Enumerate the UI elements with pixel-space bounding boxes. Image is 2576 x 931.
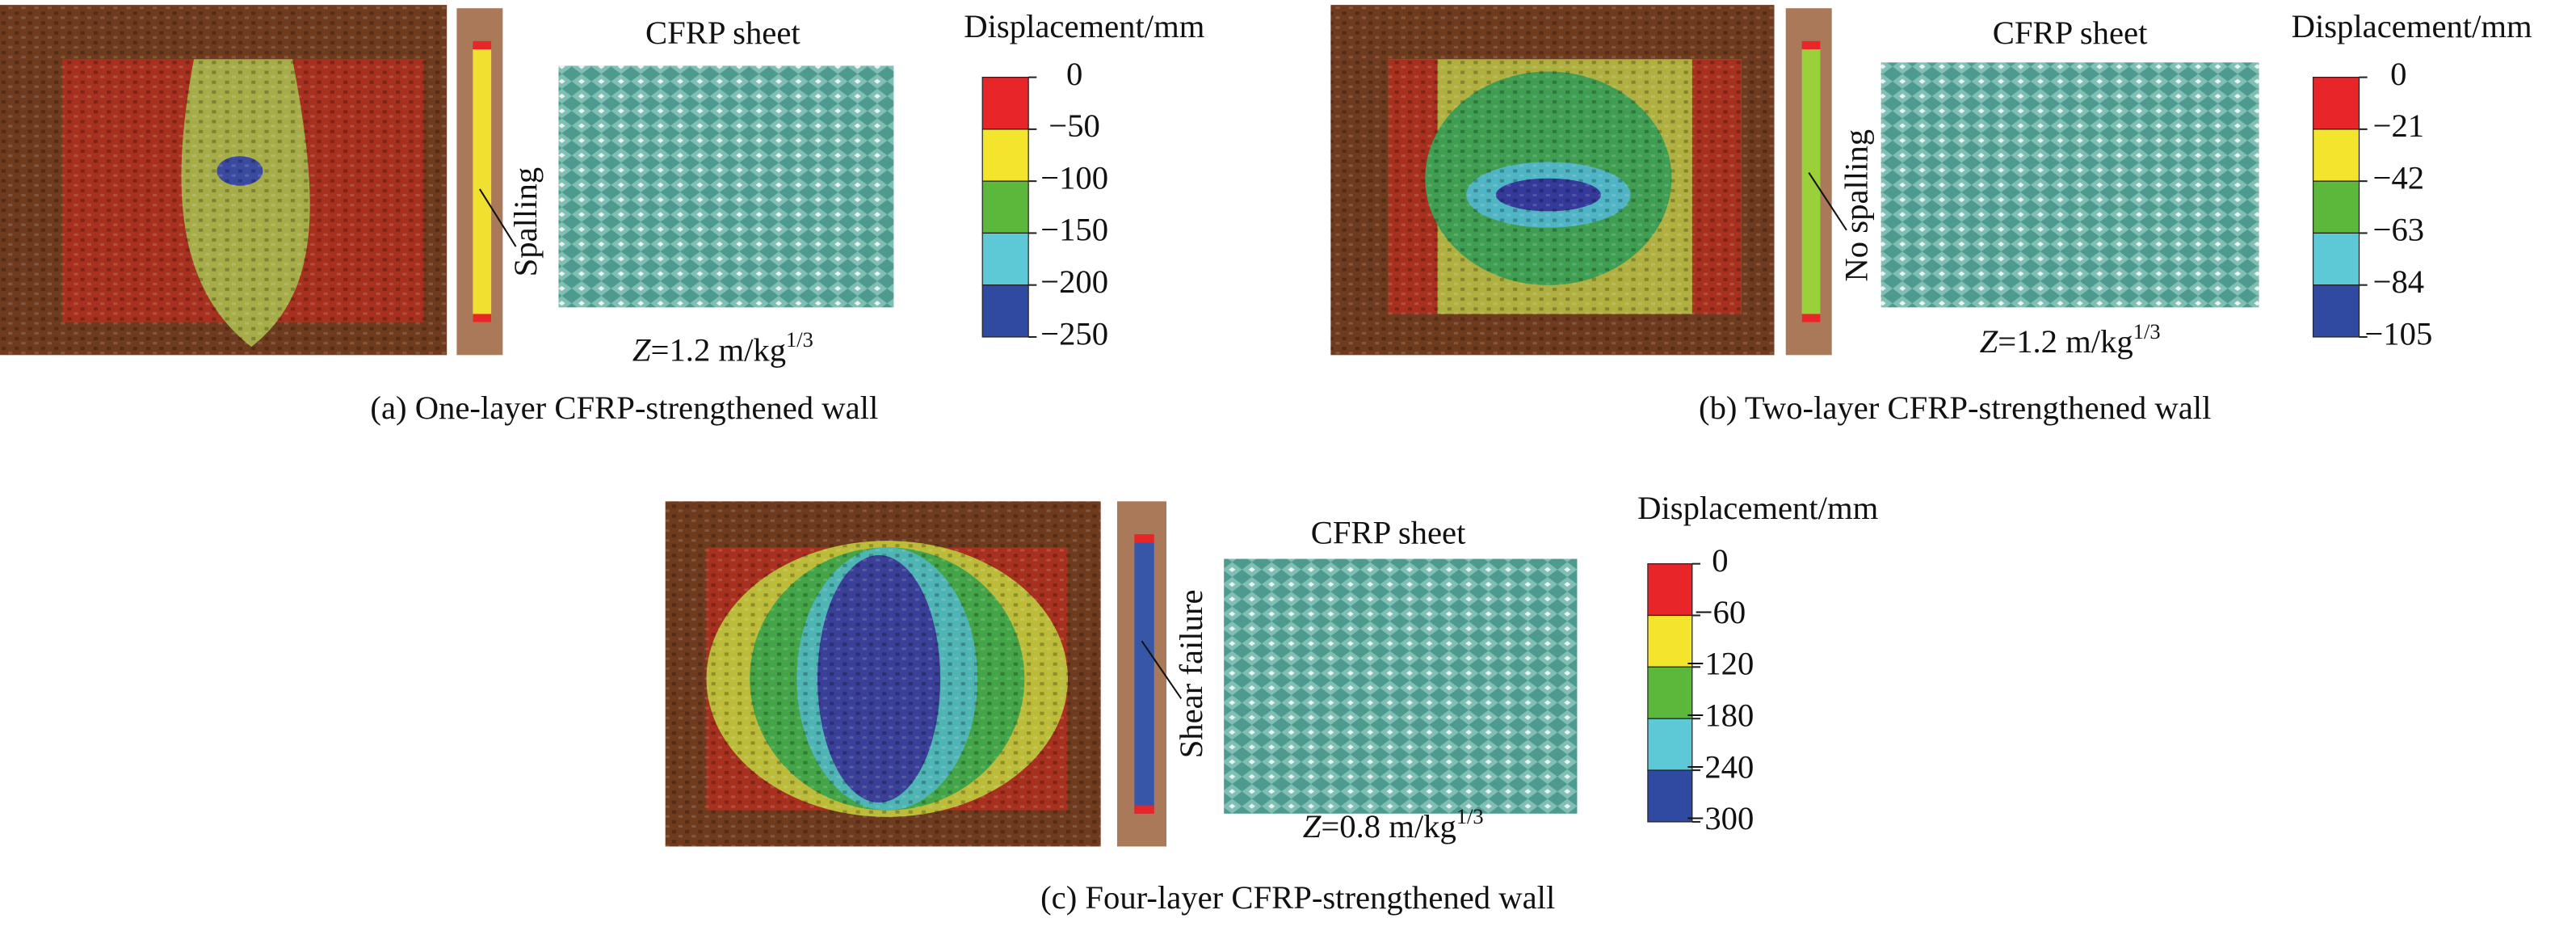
z-label: Z=1.2 m/kg1/3	[1980, 319, 2161, 360]
sheet-title: CFRP sheet	[1311, 514, 1466, 550]
colorbar-label: 0	[1066, 56, 1082, 92]
colorbar-label: −21	[2373, 107, 2425, 144]
legend-title: Displacement/mm	[2292, 8, 2532, 44]
colorbar-label: −120	[1686, 646, 1754, 682]
colorbar-segment	[2312, 128, 2360, 182]
z-symbol: Z	[1980, 323, 1998, 360]
colorbar-segment	[2312, 180, 2360, 234]
annotation: No spalling	[1838, 129, 1875, 282]
colorbar-label: −150	[1040, 212, 1108, 248]
caption: (a) One-layer CFRP-strengthened wall	[370, 390, 878, 426]
side-contour	[1801, 40, 1821, 50]
legend-title: Displacement/mm	[964, 8, 1204, 44]
colorbar-label: −100	[1040, 159, 1108, 196]
z-label: Z=0.8 m/kg1/3	[1303, 804, 1484, 845]
colorbar-segment	[2312, 77, 2360, 130]
z-text: =1.2 m/kg	[651, 332, 786, 369]
cfrp-sheet	[1881, 62, 2259, 308]
colorbar-segment	[2312, 232, 2360, 286]
colorbar-label: −200	[1040, 263, 1108, 300]
colorbar-label: −250	[1040, 315, 1108, 352]
z-exponent: 1/3	[2133, 319, 2161, 343]
z-symbol: Z	[632, 332, 651, 369]
side-contour	[1134, 542, 1154, 814]
side-contour	[1801, 49, 1821, 322]
colorbar-segment	[981, 77, 1029, 130]
colorbar-label: −63	[2373, 212, 2425, 248]
cfrp-sheet	[1224, 558, 1578, 814]
brick-texture	[665, 501, 1101, 847]
z-text: =0.8 m/kg	[1321, 808, 1456, 845]
legend-title: Displacement/mm	[1637, 490, 1878, 526]
colorbar-label: −60	[1695, 594, 1746, 630]
annotation: Spalling	[507, 167, 544, 277]
colorbar-segment	[1647, 614, 1693, 668]
colorbar-segment	[981, 232, 1029, 286]
side-contour	[473, 40, 492, 50]
brick-texture	[0, 5, 448, 356]
colorbar-label: −50	[1048, 107, 1100, 144]
colorbar-label: −84	[2373, 263, 2425, 300]
side-contour	[473, 314, 492, 322]
side-contour	[473, 49, 492, 322]
pointer	[1808, 172, 1847, 231]
colorbar-label: 0	[1712, 542, 1728, 579]
colorbar-segment	[1647, 666, 1693, 719]
side-contour	[1134, 805, 1154, 814]
colorbar-segment	[981, 284, 1029, 338]
colorbar-label: −105	[2364, 315, 2432, 352]
z-exponent: 1/3	[1456, 804, 1484, 828]
pointer	[1141, 640, 1183, 699]
sheet-title: CFRP sheet	[1993, 15, 2148, 51]
z-exponent: 1/3	[786, 327, 813, 352]
colorbar-segment	[1647, 563, 1693, 617]
sheet-title: CFRP sheet	[645, 15, 801, 51]
caption: (b) Two-layer CFRP-strengthened wall	[1699, 390, 2211, 426]
annotation: Shear failure	[1173, 589, 1209, 758]
colorbar-label: −42	[2373, 159, 2425, 196]
side-contour	[1801, 314, 1821, 322]
z-text: =1.2 m/kg	[1998, 323, 2133, 360]
colorbar-label: 0	[2390, 56, 2406, 92]
cfrp-sheet	[558, 65, 894, 308]
pointer	[479, 188, 517, 247]
z-label: Z=1.2 m/kg1/3	[632, 327, 813, 369]
colorbar-segment	[1647, 718, 1693, 771]
caption: (c) Four-layer CFRP-strengthened wall	[1040, 879, 1555, 916]
z-symbol: Z	[1303, 808, 1322, 845]
colorbar-label: −180	[1686, 697, 1754, 734]
side-contour	[1134, 534, 1154, 543]
colorbar-label: −300	[1686, 800, 1754, 836]
colorbar-segment	[2312, 284, 2360, 338]
colorbar-segment	[1647, 769, 1693, 823]
colorbar-segment	[981, 128, 1029, 182]
colorbar-label: −240	[1686, 748, 1754, 785]
brick-texture	[1330, 5, 1775, 356]
colorbar-segment	[981, 180, 1029, 234]
